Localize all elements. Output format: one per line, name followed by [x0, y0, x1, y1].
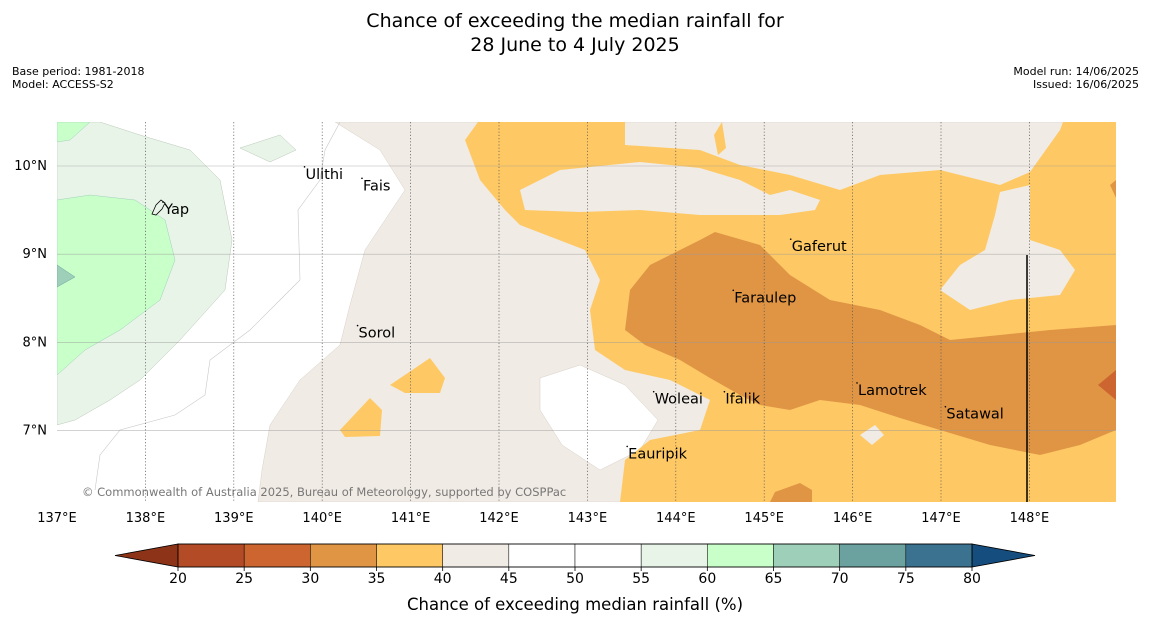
colorbar-segment [905, 543, 973, 568]
colorbar-tick-label: 45 [500, 571, 518, 587]
model-run-text: Model run: 14/06/2025 [1013, 65, 1139, 78]
place-marker [732, 289, 735, 292]
place-label: Satawal [946, 407, 1003, 423]
copyright-text: © Commonwealth of Australia 2025, Bureau… [82, 485, 566, 499]
colorbar-segment [442, 543, 510, 568]
place-marker [303, 166, 306, 168]
place-label: Fais [363, 178, 390, 194]
map-title-line-1: Chance of exceeding the median rainfall … [366, 10, 784, 32]
lon-tick-label: 139°E [214, 511, 254, 526]
place-label: Lamotrek [858, 383, 927, 399]
colorbar-tick-label: 20 [169, 571, 187, 587]
colorbar-tick-label: 40 [434, 571, 452, 587]
place-label: Gaferut [792, 239, 847, 255]
colorbar: 20 25 30 35 40 45 50 55 60 65 70 75 80 [114, 543, 1036, 587]
colorbar-segment [773, 543, 840, 568]
colorbar-tick-label: 30 [301, 571, 319, 587]
colorbar-extend-low [114, 543, 179, 568]
place-label: Woleai [655, 392, 703, 408]
lon-tick-label: 146°E [833, 511, 873, 526]
field-25-30 [1098, 370, 1116, 400]
place-marker [626, 445, 628, 448]
field-35-40-blob-c [714, 122, 726, 155]
colorbar-segment [177, 543, 245, 568]
longitude-labels: 137°E 138°E 139°E 140°E 141°E 142°E 143°E 144°E… [37, 511, 1049, 526]
lon-tick-label: 145°E [744, 511, 784, 526]
lon-tick-label: 147°E [921, 511, 961, 526]
latitude-labels: 10°N 9°N 8°N 7°N [14, 159, 47, 439]
place-labels: Ulithi Fais Yap Gaferut Faraulep Sorol Lamotre… [162, 166, 1004, 462]
colorbar-segment [707, 543, 774, 568]
colorbar-tick-label: 60 [698, 571, 716, 587]
place-label: Eauripik [628, 446, 687, 462]
place-label: Ulithi [306, 167, 344, 183]
place-marker [356, 324, 359, 327]
colorbar-segment [243, 543, 311, 568]
lon-tick-label: 143°E [568, 511, 608, 526]
lat-tick-label: 10°N [14, 159, 47, 174]
place-marker [162, 201, 164, 203]
issued-text: Issued: 16/06/2025 [1032, 78, 1139, 91]
map-title-line-2: 28 June to 4 July 2025 [470, 34, 680, 56]
field-35-40-edge [1110, 180, 1116, 198]
field-60-65 [57, 122, 176, 376]
colorbar-segment [508, 543, 576, 568]
colorbar-tick-label: 35 [368, 571, 386, 587]
field-30-35 [625, 232, 1116, 455]
lon-tick-label: 148°E [1010, 511, 1050, 526]
field-35-40-blob-b [340, 398, 382, 437]
field-35-40-blob-a [390, 358, 445, 393]
colorbar-tick-label: 65 [765, 571, 783, 587]
colorbar-title: Chance of exceeding median rainfall (%) [407, 595, 743, 614]
field-40-45-lamotrek [860, 425, 884, 445]
colorbar-segment [839, 543, 907, 568]
colorbar-extend-high [971, 543, 1036, 568]
colorbar-tick-label: 70 [831, 571, 849, 587]
lon-tick-label: 142°E [479, 511, 519, 526]
lon-tick-label: 137°E [37, 511, 77, 526]
place-label: Yap [163, 202, 189, 218]
place-marker [652, 390, 655, 393]
lon-tick-label: 144°E [656, 511, 696, 526]
lon-tick-label: 141°E [391, 511, 431, 526]
grid-lines [57, 165, 1116, 431]
place-marker [723, 390, 726, 393]
colorbar-segment [376, 543, 443, 568]
place-label: Sorol [359, 326, 396, 342]
field-40-45-right [940, 185, 1075, 310]
place-marker [361, 177, 363, 180]
place-label: Faraulep [734, 290, 796, 306]
place-label: Ifalik [725, 392, 760, 408]
map-field [57, 122, 1116, 502]
field-30-35-blob [770, 483, 812, 502]
colorbar-segment [310, 543, 377, 568]
model-text: Model: ACCESS-S2 [12, 78, 114, 91]
lat-tick-label: 8°N [23, 335, 48, 350]
lat-tick-label: 7°N [23, 424, 48, 439]
lat-tick-label: 9°N [23, 247, 48, 262]
contour-line [94, 122, 341, 491]
colorbar-segment [574, 543, 642, 568]
place-marker [789, 238, 792, 240]
field-65-70 [57, 264, 76, 288]
place-marker [856, 382, 858, 384]
field-55-60-small [239, 134, 297, 163]
colorbar-tick-label: 75 [897, 571, 915, 587]
colorbar-tick-label: 80 [963, 571, 981, 587]
colorbar-tick-label: 50 [566, 571, 584, 587]
lon-tick-label: 138°E [126, 511, 166, 526]
colorbar-segment [640, 543, 708, 568]
colorbar-tick-label: 55 [632, 571, 650, 587]
place-marker [944, 405, 947, 408]
colorbar-tick-label: 25 [235, 571, 253, 587]
meta-right: Model run: 14/06/2025 Issued: 16/06/2025 [1013, 65, 1139, 91]
base-period-text: Base period: 1981-2018 [12, 65, 145, 78]
lon-tick-label: 140°E [302, 511, 342, 526]
yap-island [151, 199, 166, 216]
longitude-lines [145, 122, 1030, 502]
field-40-45-upper [520, 162, 820, 215]
meta-left: Base period: 1981-2018 Model: ACCESS-S2 [12, 65, 144, 91]
